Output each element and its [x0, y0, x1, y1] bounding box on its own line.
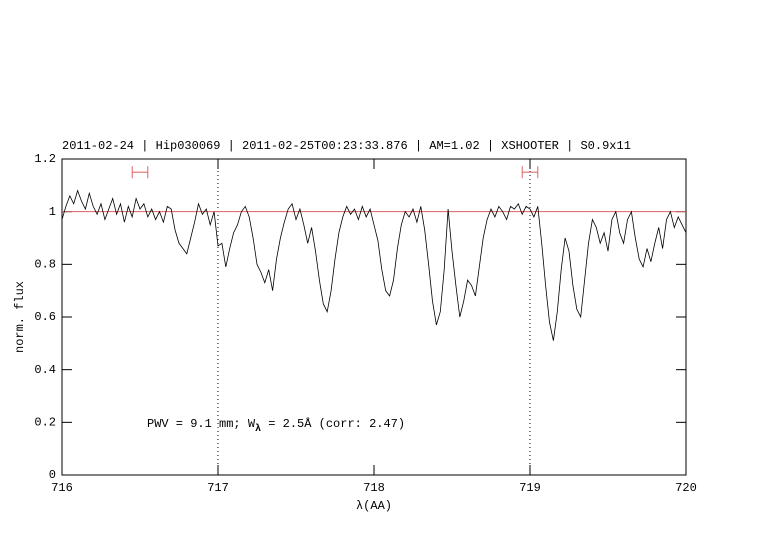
- annotation-part: = 2.5Å (corr: 2.47): [261, 416, 405, 431]
- y-tick-label: 1.2: [34, 152, 56, 166]
- x-tick-label: 720: [675, 481, 697, 495]
- y-tick-label: 0.2: [34, 416, 56, 430]
- x-tick-label: 718: [363, 481, 385, 495]
- annotation: PWV = 9.1 mm; Wλ = 2.5Å (corr: 2.47): [147, 416, 405, 434]
- x-tick-label: 719: [519, 481, 541, 495]
- y-tick-label: 1: [49, 205, 56, 219]
- y-tick-label: 0.8: [34, 258, 56, 272]
- annotation-part: PWV = 9.1 mm; W: [147, 417, 256, 431]
- y-tick-label: 0: [49, 468, 56, 482]
- x-axis-label: λ(AA): [356, 499, 392, 513]
- y-tick-label: 0.6: [34, 310, 56, 324]
- spectrum-line: [61, 189, 687, 341]
- chart-title: 2011-02-24 | Hip030069 | 2011-02-25T00:2…: [62, 139, 631, 153]
- x-tick-label: 717: [207, 481, 229, 495]
- annotation-subscript: λ: [255, 423, 261, 435]
- x-tick-label: 716: [51, 481, 73, 495]
- y-axis-label: norm. flux: [13, 281, 27, 353]
- y-tick-label: 0.4: [34, 363, 56, 377]
